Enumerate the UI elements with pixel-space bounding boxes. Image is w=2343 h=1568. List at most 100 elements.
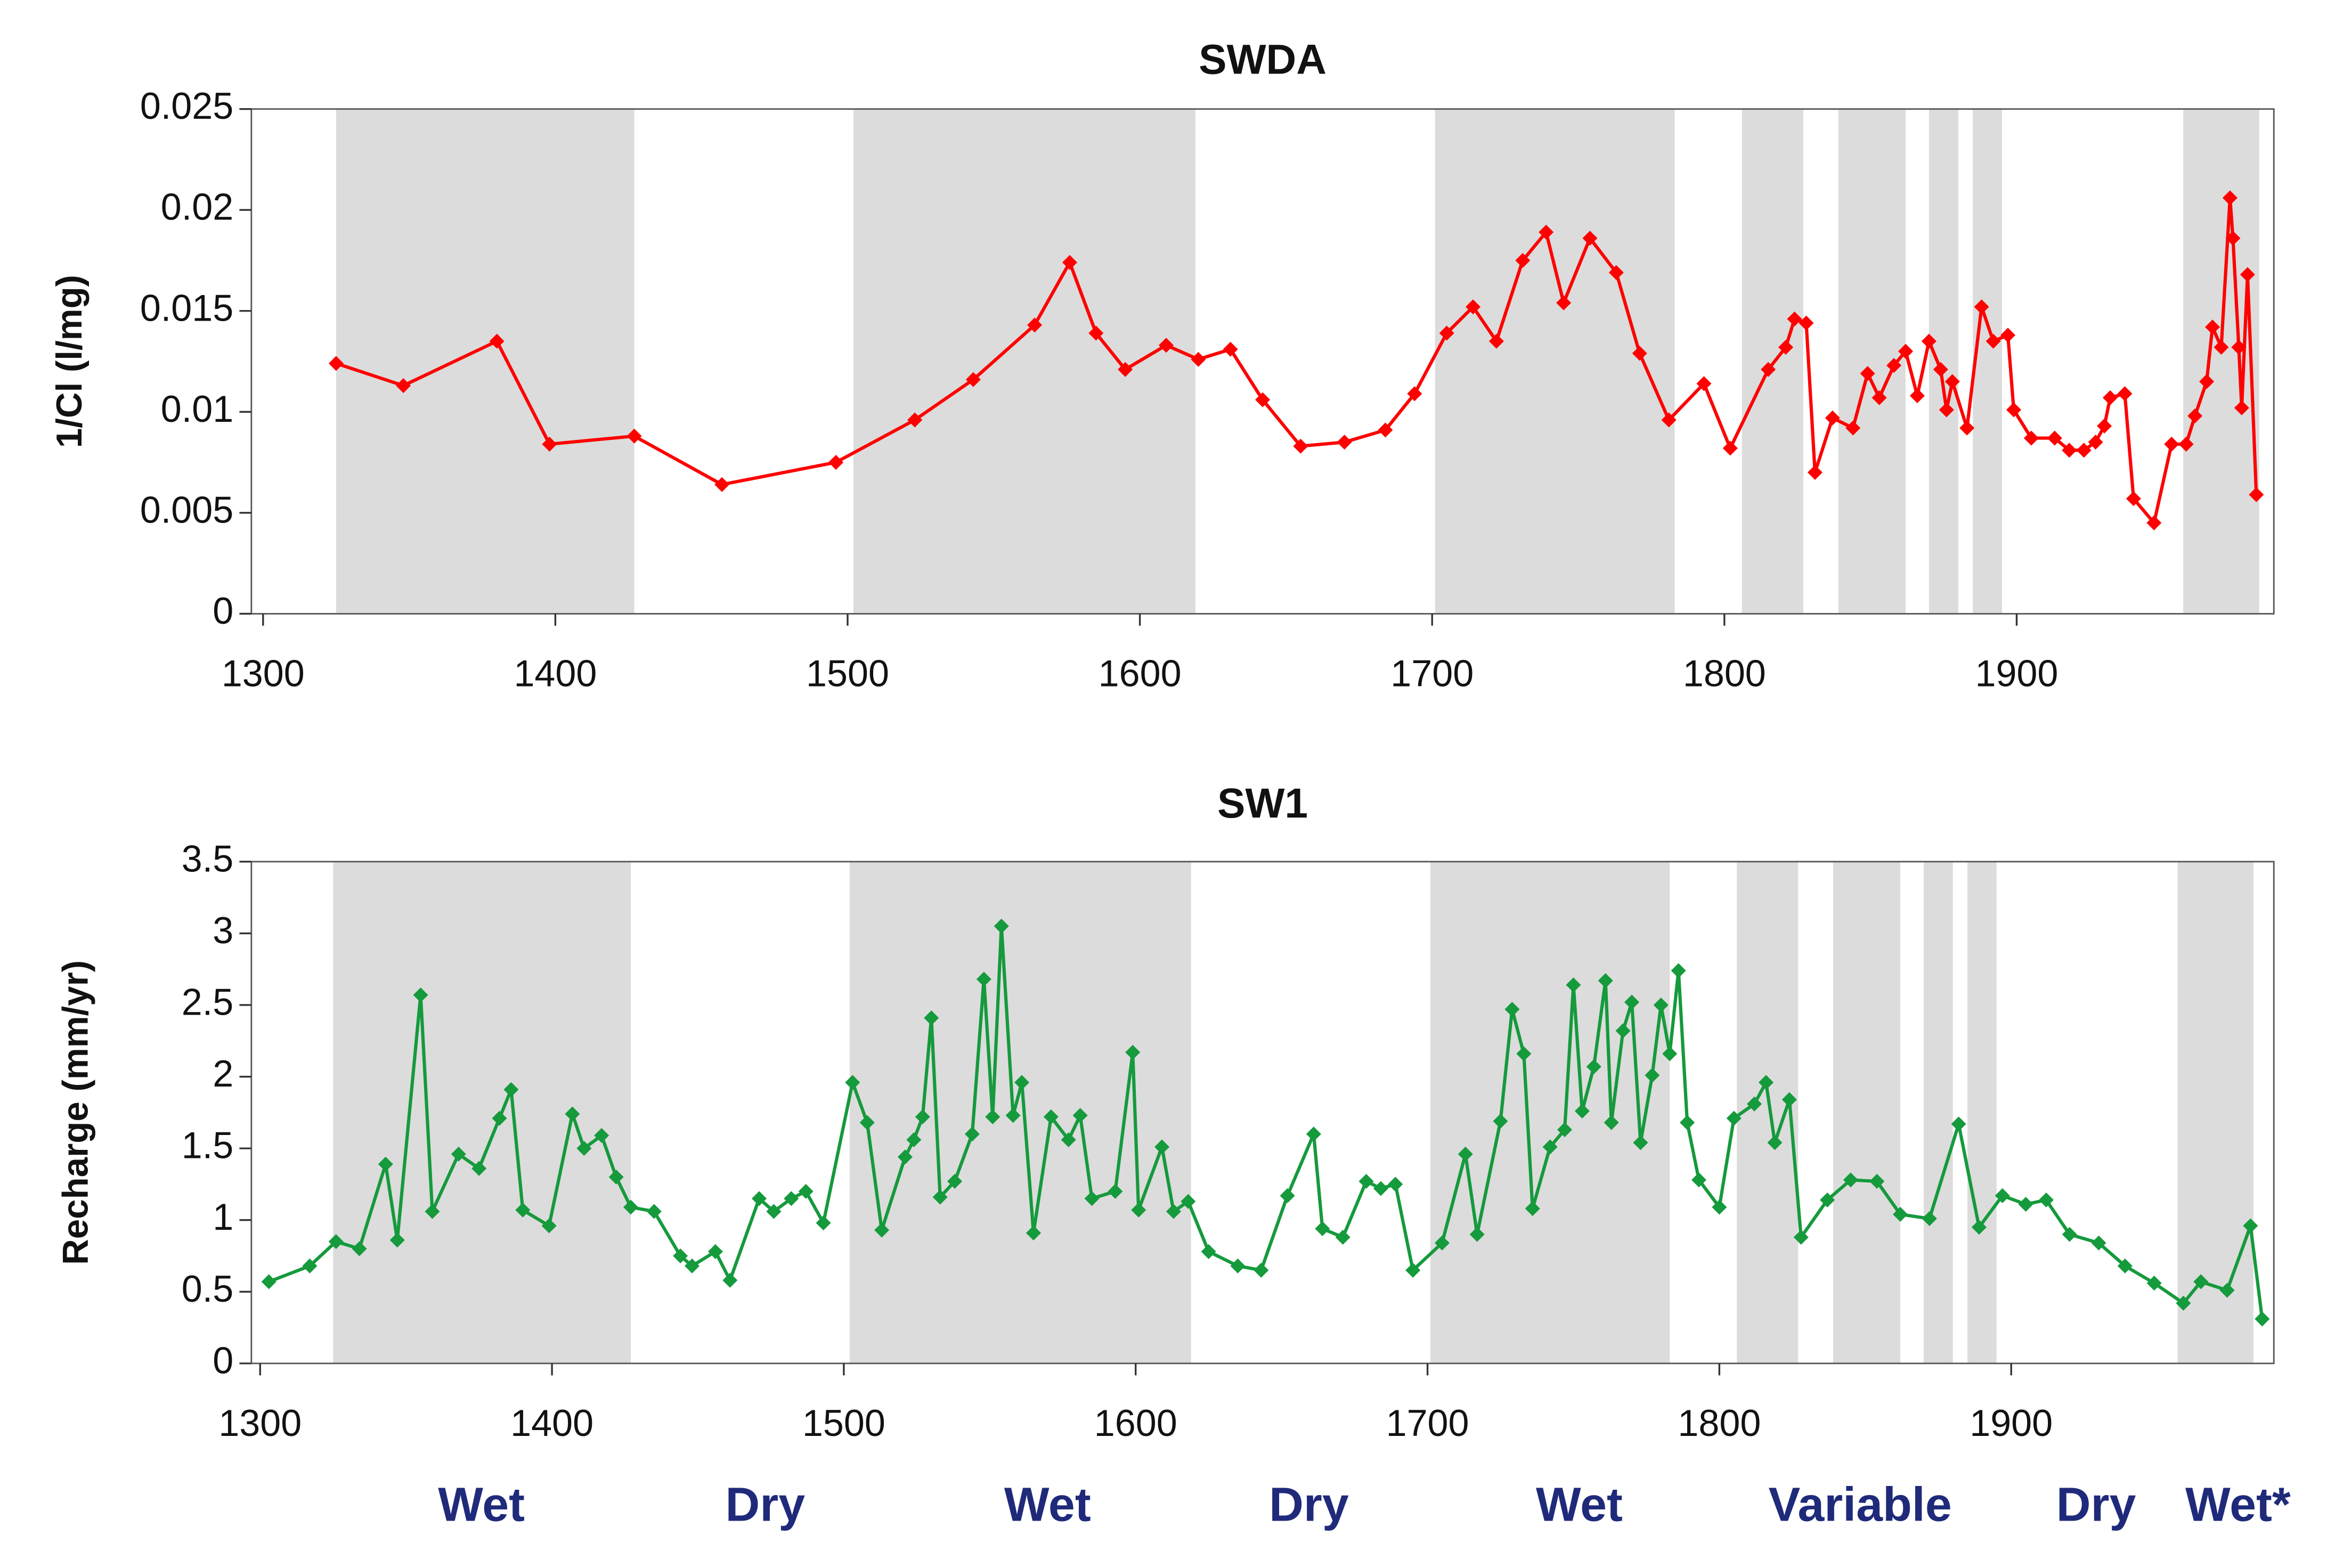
- data-point: [1921, 333, 1937, 349]
- data-point: [2000, 328, 2015, 343]
- data-point: [798, 1183, 813, 1199]
- shaded-period: [1967, 861, 1997, 1363]
- y-axis-label: Recharge (mm/yr): [55, 960, 95, 1265]
- data-point: [2178, 436, 2194, 452]
- data-point: [1254, 1262, 1269, 1278]
- data-point: [1166, 1204, 1181, 1219]
- shaded-period: [2177, 861, 2253, 1363]
- shaded-period: [333, 861, 631, 1363]
- data-point: [924, 1010, 939, 1026]
- data-point: [1280, 1188, 1295, 1203]
- data-point: [1671, 963, 1686, 978]
- data-point: [1504, 1002, 1520, 1017]
- data-point: [2076, 443, 2092, 458]
- data-point: [2117, 1258, 2133, 1273]
- data-point: [2062, 1227, 2077, 1242]
- y-tick-label: 0.025: [140, 85, 233, 127]
- data-point: [489, 333, 505, 349]
- data-point: [425, 1204, 440, 1219]
- data-point: [673, 1248, 688, 1264]
- data-point: [1781, 1092, 1797, 1107]
- data-point: [1557, 1122, 1573, 1138]
- data-point: [1223, 341, 1238, 357]
- data-point: [707, 1244, 723, 1259]
- data-point: [722, 1272, 738, 1288]
- x-tick-label: 1800: [1678, 1402, 1761, 1444]
- data-point: [1439, 325, 1454, 341]
- data-point: [1493, 1113, 1508, 1129]
- chart-title: SWDA: [1199, 36, 1327, 83]
- data-point: [1566, 977, 1581, 993]
- x-tick-label: 1600: [1099, 653, 1182, 695]
- data-point: [2062, 443, 2077, 458]
- data-point: [1335, 1229, 1351, 1245]
- data-point: [2214, 339, 2229, 355]
- data-point: [2234, 400, 2249, 415]
- data-point: [1661, 412, 1677, 428]
- data-point: [541, 1218, 557, 1234]
- data-point: [2047, 430, 2062, 446]
- data-point: [2199, 374, 2215, 389]
- data-point: [261, 1274, 276, 1289]
- chart-title: SW1: [1217, 780, 1308, 827]
- period-label: Dry: [2056, 1479, 2136, 1532]
- data-point: [594, 1128, 609, 1143]
- y-tick-label: 0: [213, 1340, 233, 1381]
- data-point: [1201, 1244, 1216, 1259]
- shaded-period: [1973, 109, 2003, 614]
- x-tick-label: 1500: [806, 653, 889, 695]
- data-point: [1933, 362, 1948, 377]
- data-point: [816, 1215, 831, 1231]
- data-point: [627, 428, 642, 444]
- shaded-period: [1737, 861, 1799, 1363]
- period-label: Wet: [1536, 1479, 1623, 1532]
- data-point: [1373, 1181, 1388, 1196]
- data-point: [965, 372, 981, 387]
- data-point: [565, 1106, 580, 1122]
- data-point: [1315, 1221, 1330, 1236]
- data-point: [1469, 1227, 1485, 1242]
- data-point: [1582, 231, 1598, 246]
- y-tick-label: 0.005: [140, 489, 233, 530]
- data-point: [2243, 1218, 2258, 1234]
- data-point: [2091, 1235, 2106, 1251]
- data-point: [1632, 346, 1647, 361]
- shaded-period: [1833, 861, 1901, 1363]
- data-point: [576, 1141, 592, 1156]
- data-point: [1922, 1211, 1937, 1227]
- data-point: [1624, 994, 1640, 1010]
- data-point: [1378, 422, 1393, 438]
- data-point: [1598, 973, 1613, 989]
- data-point: [874, 1222, 890, 1238]
- data-point: [1108, 1183, 1123, 1199]
- data-point: [2102, 390, 2118, 405]
- data-point: [1072, 1108, 1088, 1123]
- data-point: [1860, 366, 1875, 381]
- y-tick-label: 0.015: [140, 287, 233, 329]
- data-point: [2146, 515, 2162, 530]
- x-tick-label: 1900: [1970, 1402, 2053, 1444]
- data-point: [2164, 436, 2179, 452]
- data-point: [396, 378, 411, 394]
- data-point: [2097, 418, 2112, 434]
- data-point: [915, 1109, 930, 1124]
- shaded-period: [1435, 109, 1675, 614]
- data-point: [1747, 1096, 1762, 1112]
- data-point: [1872, 390, 1887, 405]
- y-tick-label: 3.5: [182, 838, 233, 879]
- data-point: [1726, 1110, 1742, 1126]
- data-point: [2146, 1276, 2162, 1291]
- x-tick-label: 1700: [1390, 653, 1474, 695]
- data-point: [1586, 1059, 1601, 1074]
- shaded-period: [1929, 109, 1958, 614]
- data-point: [2187, 408, 2203, 423]
- data-point: [1843, 1172, 1858, 1188]
- data-point: [859, 1115, 875, 1130]
- data-point: [1691, 1172, 1707, 1188]
- data-point: [1516, 1046, 1532, 1061]
- shaded-period: [853, 109, 1195, 614]
- data-point: [1539, 224, 1554, 240]
- data-point: [714, 477, 730, 492]
- data-point: [897, 1149, 913, 1165]
- data-point: [1542, 1139, 1558, 1155]
